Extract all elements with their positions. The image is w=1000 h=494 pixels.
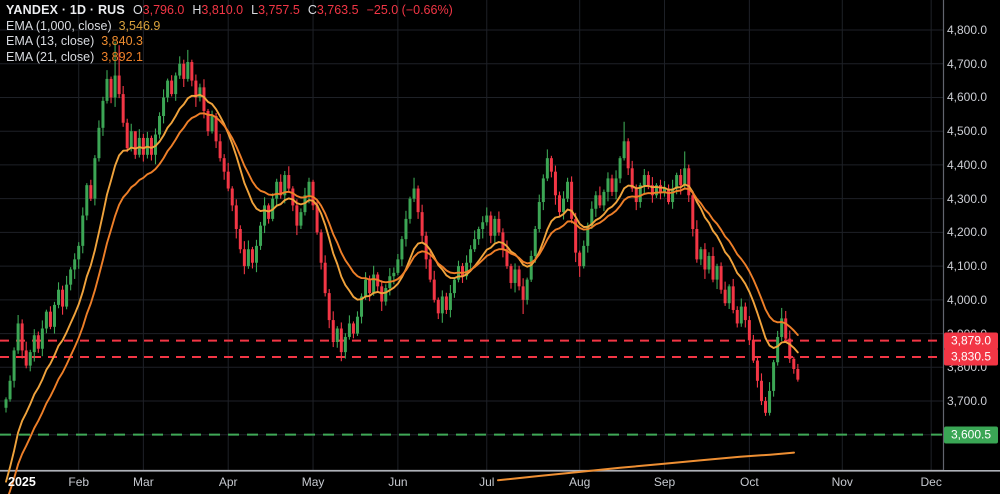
- price-axis-label: 4,400.0: [947, 157, 988, 172]
- indicator-ema-21[interactable]: EMA (21, close) 3,892.1: [6, 50, 453, 66]
- ema-13-line: [5, 93, 799, 483]
- time-axis-label: Jul: [479, 475, 495, 489]
- time-axis-label: Sep: [653, 475, 676, 489]
- ema-13-value: 3,840.3: [101, 34, 143, 48]
- price-axis-label: 4,100.0: [947, 259, 988, 274]
- time-axis-label: Aug: [568, 475, 591, 489]
- time-axis-label: Apr: [218, 475, 238, 489]
- time-axis-label: Feb: [68, 475, 90, 489]
- ema-21-line: [7, 112, 799, 494]
- price-axis-label: 4,800.0: [947, 23, 988, 37]
- symbol-ohlc-row[interactable]: YANDEX · 1D · RUS O3,796.0 H3,810.0 L3,757.…: [6, 3, 453, 19]
- ema-1000-line: [497, 451, 795, 482]
- time-axis-label: Oct: [740, 475, 759, 489]
- price-level-lines[interactable]: [0, 339, 943, 436]
- ema-1000-label: EMA (1,000, close): [6, 18, 112, 33]
- price-level-badge: 3,830.5: [944, 348, 998, 366]
- ema-1000-value: 3,546.9: [118, 18, 161, 33]
- price-axis-label: 4,300.0: [947, 191, 988, 206]
- indicator-ema-13[interactable]: EMA (13, close) 3,840.3: [6, 34, 453, 50]
- price-level-badge: 3,879.0: [944, 332, 998, 350]
- candles-layer: [4, 41, 800, 416]
- high-value: 3,810.0: [201, 3, 244, 17]
- open-value: 3,796.0: [142, 3, 185, 17]
- price-axis-label: 4,000.0: [947, 292, 988, 307]
- time-axis-label: Mar: [133, 475, 154, 489]
- time-axis-label: Nov: [831, 475, 853, 489]
- indicator-ema-1000[interactable]: EMA (1,000, close) 3,546.9: [6, 19, 453, 35]
- grid-lines: [0, 0, 943, 470]
- price-axis-label: 4,600.0: [947, 90, 988, 105]
- change-value: −25.0 (−0.66%): [366, 3, 453, 17]
- price-axis-label: 4,200.0: [947, 225, 988, 240]
- ema-21-value: 3,892.1: [101, 49, 143, 64]
- time-axis-year-label: 2025: [8, 475, 36, 489]
- symbol-title[interactable]: YANDEX · 1D · RUS: [6, 3, 125, 17]
- price-axis-label: 3,700.0: [947, 394, 988, 409]
- price-level-badge: 3,600.5: [944, 426, 998, 444]
- close-label: C: [307, 3, 317, 17]
- symbol-legend: YANDEX · 1D · RUS O3,796.0 H3,810.0 L3,757.…: [6, 3, 453, 65]
- price-axis-label: 4,500.0: [947, 124, 988, 139]
- low-label: L: [251, 3, 259, 17]
- price-axis-label: 4,700.0: [947, 56, 988, 71]
- ema-13-label: EMA (13, close): [6, 34, 95, 48]
- close-value: 3,763.5: [316, 3, 359, 17]
- open-label: O: [132, 3, 143, 17]
- low-value: 3,757.5: [258, 3, 300, 17]
- high-label: H: [192, 3, 202, 17]
- time-axis-label: May: [301, 475, 325, 489]
- time-axis-bg: [0, 470, 1000, 494]
- ema-21-label: EMA (21, close): [6, 49, 95, 64]
- time-axis-label: Jun: [388, 475, 408, 489]
- time-axis-label: Dec: [920, 475, 942, 489]
- price-axis-bg: [943, 0, 1000, 470]
